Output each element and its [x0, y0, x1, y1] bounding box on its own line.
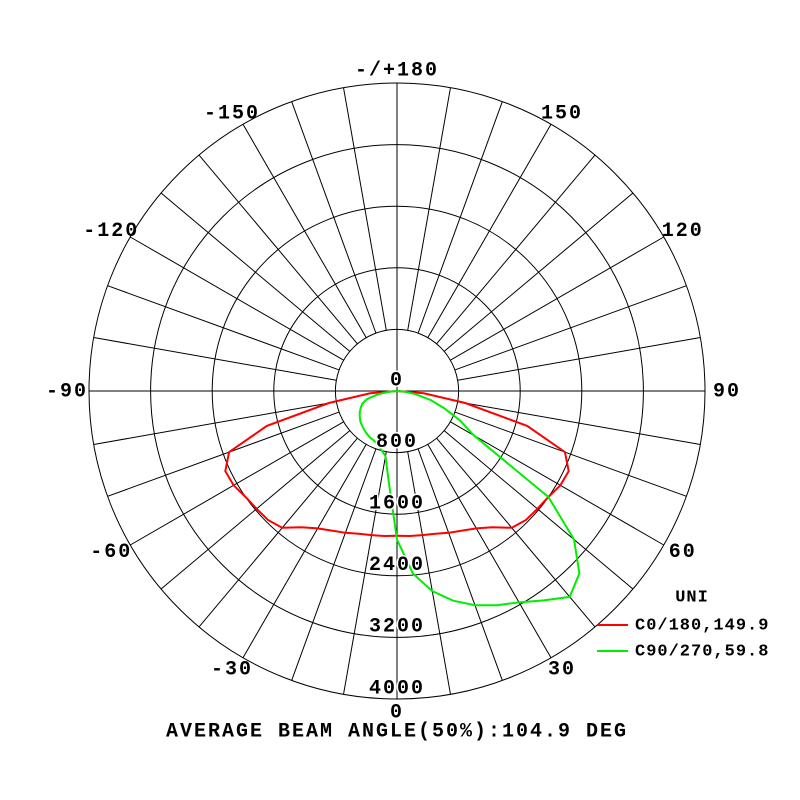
- angle-tick-label: 150: [541, 102, 583, 125]
- legend-label: C90/270,59.8: [635, 642, 769, 661]
- spoke: [407, 87, 451, 331]
- spoke: [343, 87, 387, 331]
- angle-tick-label: 0: [390, 701, 404, 724]
- spoke: [291, 448, 377, 681]
- spoke: [291, 101, 377, 334]
- curves: [224, 390, 581, 607]
- r-tick-label: 1600: [369, 492, 425, 515]
- spoke: [454, 411, 687, 497]
- r-tick-label: 3200: [369, 616, 425, 639]
- legend-label: C0/180,149.9: [635, 616, 769, 635]
- angle-tick-label: 90: [713, 380, 741, 403]
- spoke: [450, 421, 664, 546]
- spoke: [242, 444, 367, 658]
- angle-tick-label: -120: [83, 220, 139, 243]
- legend-title: UNI: [675, 588, 709, 607]
- angle-tick-label: 60: [669, 541, 697, 564]
- grid: [88, 82, 706, 700]
- spoke: [198, 437, 358, 628]
- r-tick-label: 0: [390, 369, 404, 392]
- spoke: [427, 444, 552, 658]
- r-tick-label: 800: [376, 431, 418, 454]
- spoke: [93, 401, 337, 445]
- angle-tick-label: 30: [548, 658, 576, 681]
- angle-tick-label: -150: [204, 102, 260, 125]
- angle-tick-label: -60: [90, 541, 132, 564]
- spoke: [443, 192, 634, 352]
- spoke: [454, 285, 687, 371]
- spoke: [436, 437, 596, 628]
- spoke: [457, 401, 701, 445]
- r-tick-label: 2400: [369, 554, 425, 577]
- intensity-curve: [358, 390, 581, 607]
- spoke: [130, 421, 344, 546]
- chart-title: AVERAGE BEAM ANGLE(50%):104.9 DEG: [166, 720, 628, 743]
- spoke: [160, 192, 351, 352]
- angle-tick-label: 120: [662, 220, 704, 243]
- spoke: [407, 451, 451, 695]
- spoke: [130, 236, 344, 361]
- spoke: [417, 101, 503, 334]
- spoke: [160, 430, 351, 590]
- angle-tick-label: -/+180: [355, 59, 439, 82]
- spoke: [93, 337, 337, 381]
- spoke: [198, 154, 358, 345]
- spoke: [436, 154, 596, 345]
- r-tick-label: 4000: [369, 677, 425, 700]
- spoke: [343, 451, 387, 695]
- spoke: [417, 448, 503, 681]
- angle-tick-label: -30: [211, 658, 253, 681]
- spoke: [450, 236, 664, 361]
- labels: C0/180,149.9 C90/270,59.8 0 800 1600 2400 3200…: [46, 59, 769, 724]
- spoke: [427, 124, 552, 338]
- spoke: [242, 124, 367, 338]
- spoke: [443, 430, 634, 590]
- spoke: [107, 285, 340, 371]
- spoke: [457, 337, 701, 381]
- angle-tick-label: -90: [46, 380, 88, 403]
- spoke: [107, 411, 340, 497]
